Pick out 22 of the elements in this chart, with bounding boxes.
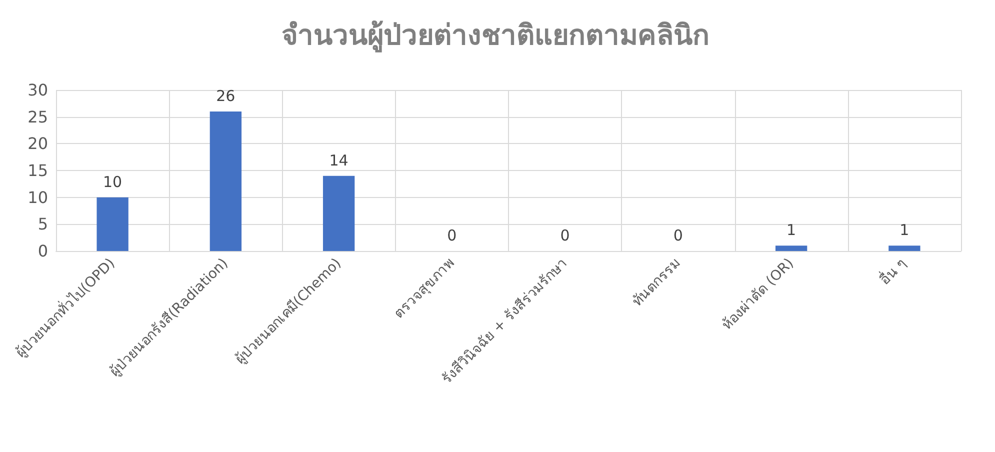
y-tick-label: 15 — [28, 161, 48, 180]
data-label: 26 — [216, 86, 236, 105]
y-tick-label: 10 — [28, 188, 48, 207]
data-label: 10 — [103, 172, 122, 191]
data-label: 0 — [447, 226, 457, 244]
bar — [210, 111, 242, 251]
y-tick-label: 5 — [38, 214, 48, 234]
data-label: 0 — [673, 226, 683, 244]
data-label: 1 — [786, 221, 796, 240]
y-tick-label: 25 — [28, 107, 48, 126]
data-label: 1 — [900, 221, 910, 240]
chart-title: จำนวนผู้ป่วยต่างชาติแยกตามคลินิก — [282, 18, 710, 52]
y-tick-label: 0 — [38, 242, 48, 260]
y-tick-label: 20 — [28, 134, 48, 154]
y-tick-label: 30 — [28, 80, 48, 100]
bar — [322, 176, 355, 251]
bar — [96, 197, 128, 251]
bar — [775, 246, 808, 251]
data-label: 14 — [329, 151, 348, 170]
x-tick-label: อื่น ๆ — [876, 254, 910, 288]
data-label: 0 — [560, 226, 570, 244]
bar — [888, 246, 920, 251]
